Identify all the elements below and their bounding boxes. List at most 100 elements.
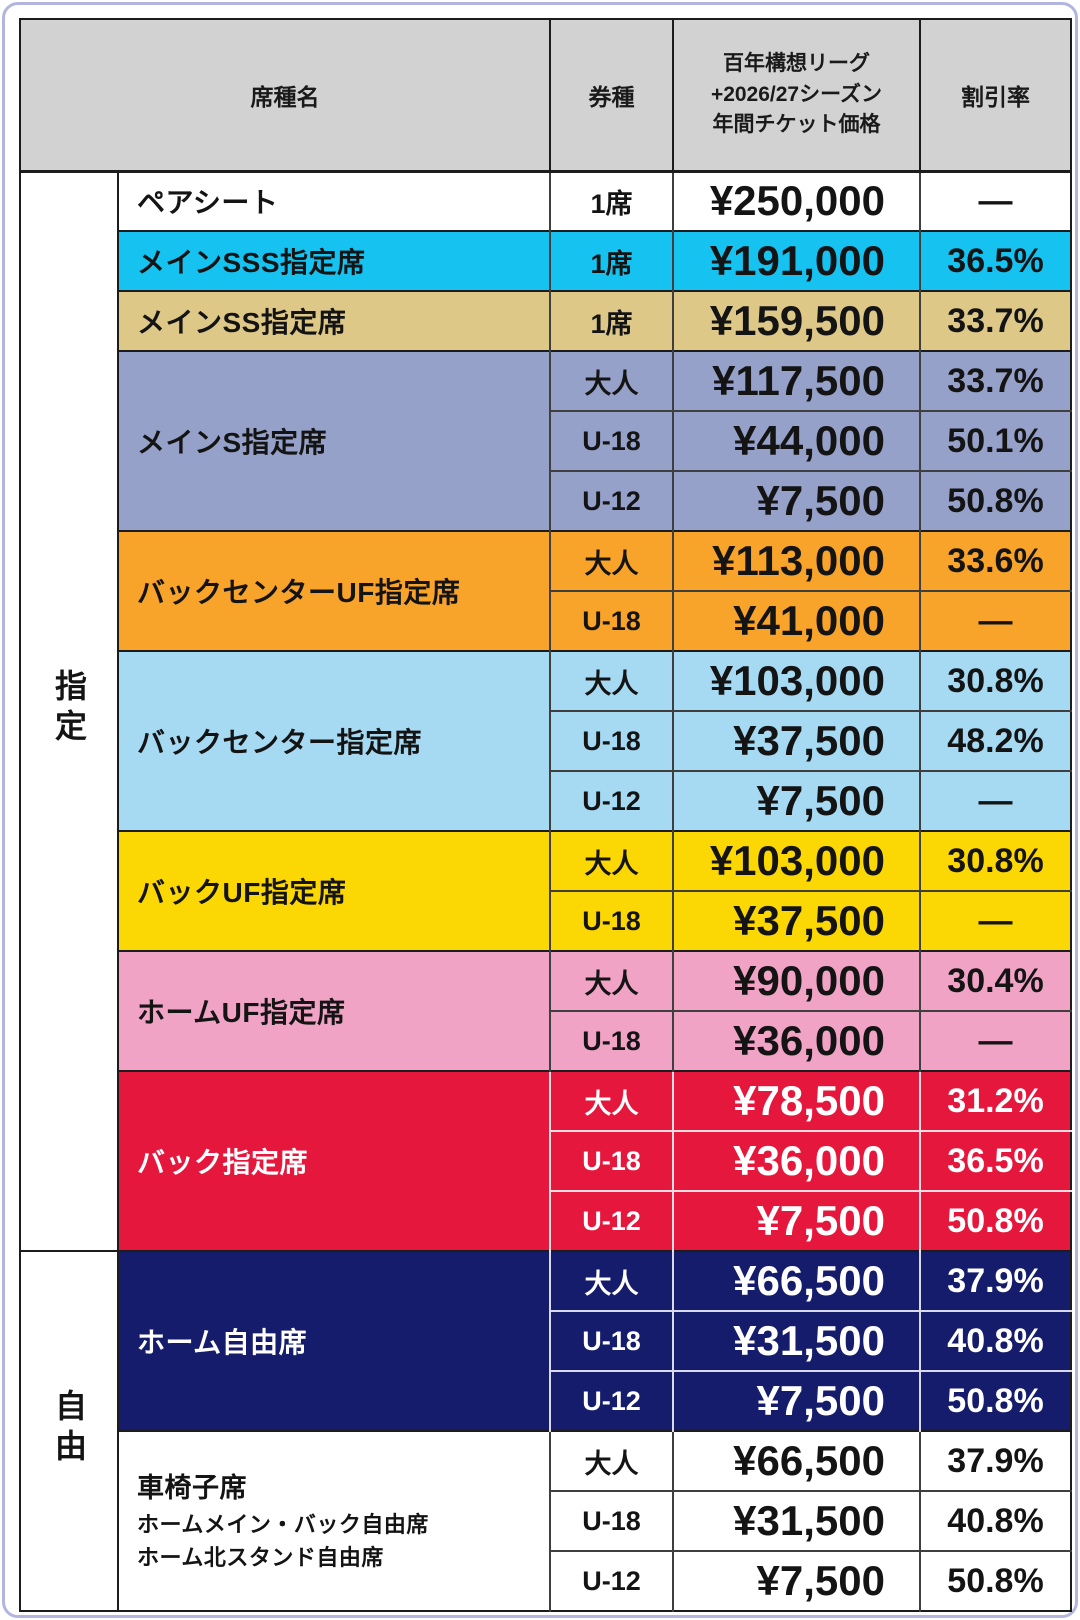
discount-rate: — <box>919 590 1071 651</box>
price: ¥113,000 <box>672 530 920 591</box>
header-ticket-type: 券種 <box>549 18 674 173</box>
table-row: U-18 ¥36,000 — <box>20 1010 1071 1071</box>
ticket-type: U-18 <box>549 1010 673 1071</box>
price: ¥41,000 <box>672 590 920 651</box>
table-row: U-18 ¥31,500 40.8% <box>20 1310 1071 1371</box>
table-row: 自由 ホーム自由席 大人 ¥66,500 37.9% <box>20 1250 1071 1611</box>
table-row: メインS指定席 大人 ¥117,500 33.7% <box>20 350 1071 531</box>
price: ¥159,500 <box>672 290 920 351</box>
seat-name: バックセンター指定席 <box>117 650 550 831</box>
table-row: U-18 ¥37,500 48.2% <box>20 710 1071 771</box>
seat-name: メインSS指定席 <box>117 290 550 351</box>
table-body: 指定 ペアシート 1席 ¥250,000 — メインSSS指定席 1席 ¥191… <box>20 170 1071 1611</box>
header-row: 席種名 券種 百年構想リーグ +2026/27シーズン 年間チケット価格 割引率 <box>19 18 1072 173</box>
price: ¥31,500 <box>672 1310 920 1371</box>
discount-rate: 30.8% <box>919 650 1071 711</box>
header-price: 百年構想リーグ +2026/27シーズン 年間チケット価格 <box>672 18 921 173</box>
table-row: U-18 ¥44,000 50.1% <box>20 410 1071 471</box>
discount-rate: — <box>919 770 1071 831</box>
price: ¥66,500 <box>672 1250 920 1311</box>
discount-rate: 37.9% <box>919 1250 1071 1311</box>
section-label-reserved: 指定 <box>20 170 118 1251</box>
seat-name-line3: ホーム北スタンド自由席 <box>137 1545 384 1571</box>
discount-rate: 50.8% <box>919 1370 1071 1431</box>
seat-name: ペアシート <box>117 170 550 231</box>
price: ¥36,000 <box>672 1130 920 1191</box>
ticket-type: 大人 <box>549 1070 673 1131</box>
discount-rate: 37.9% <box>919 1430 1071 1491</box>
table-row: バックセンターUF指定席 大人 ¥113,000 33.6% <box>20 530 1071 651</box>
ticket-type: 大人 <box>549 530 673 591</box>
price: ¥103,000 <box>672 830 920 891</box>
discount-rate: 33.6% <box>919 530 1071 591</box>
table-row: U-18 ¥37,500 — <box>20 890 1071 951</box>
discount-rate: 33.7% <box>919 350 1071 411</box>
price: ¥103,000 <box>672 650 920 711</box>
discount-rate: 50.8% <box>919 1190 1071 1251</box>
table-row: U-12 ¥7,500 50.8% <box>20 1550 1071 1611</box>
table-row: U-12 ¥7,500 50.8% <box>20 1370 1071 1431</box>
table-row: U-12 ¥7,500 50.8% <box>20 470 1071 531</box>
section-label-reserved-text: 指定 <box>51 668 87 749</box>
table-row: U-18 ¥41,000 — <box>20 590 1071 651</box>
table-row: メインSSS指定席 1席 ¥191,000 36.5% <box>20 230 1071 291</box>
seat-name-line1: 車椅子席 <box>137 1472 247 1503</box>
seat-name: ホームUF指定席 <box>117 950 550 1071</box>
discount-rate: 30.8% <box>919 830 1071 891</box>
discount-rate: 30.4% <box>919 950 1071 1011</box>
ticket-type: 1席 <box>549 290 673 351</box>
table-row: U-18 ¥36,000 36.5% <box>20 1130 1071 1191</box>
ticket-type: U-18 <box>549 1490 673 1551</box>
price: ¥7,500 <box>672 1550 920 1611</box>
price: ¥7,500 <box>672 770 920 831</box>
seat-name: メインSSS指定席 <box>117 230 550 291</box>
table-row: バックセンター指定席 大人 ¥103,000 30.8% <box>20 650 1071 831</box>
table-row: 車椅子席 ホームメイン・バック自由席 ホーム北スタンド自由席 大人 ¥66,50… <box>20 1430 1071 1611</box>
discount-rate: 40.8% <box>919 1310 1071 1371</box>
ticket-type: 大人 <box>549 950 673 1011</box>
price: ¥37,500 <box>672 890 920 951</box>
discount-rate: 50.8% <box>919 470 1071 531</box>
ticket-type: U-12 <box>549 1550 673 1611</box>
discount-rate: 50.1% <box>919 410 1071 471</box>
seat-name: 車椅子席 ホームメイン・バック自由席 ホーム北スタンド自由席 <box>117 1430 550 1611</box>
price: ¥191,000 <box>672 230 920 291</box>
table-row: ホームUF指定席 大人 ¥90,000 30.4% <box>20 950 1071 1071</box>
discount-rate: — <box>919 1010 1071 1071</box>
discount-rate: 40.8% <box>919 1490 1071 1551</box>
price: ¥36,000 <box>672 1010 920 1071</box>
ticket-type: U-18 <box>549 890 673 951</box>
table-header: 席種名 券種 百年構想リーグ +2026/27シーズン 年間チケット価格 割引率 <box>19 18 1072 173</box>
discount-rate: 50.8% <box>919 1550 1071 1611</box>
header-price-line2: +2026/27シーズン <box>710 82 883 106</box>
ticket-type: 1席 <box>549 170 673 231</box>
seat-name: メインS指定席 <box>117 350 550 531</box>
price: ¥7,500 <box>672 1370 920 1431</box>
table-row: バックUF指定席 大人 ¥103,000 30.8% <box>20 830 1071 951</box>
ticket-type: U-18 <box>549 710 673 771</box>
table-row: U-12 ¥7,500 — <box>20 770 1071 831</box>
price: ¥66,500 <box>672 1430 920 1491</box>
season-ticket-price-table: 席種名 券種 百年構想リーグ +2026/27シーズン 年間チケット価格 割引率… <box>19 18 1072 1612</box>
ticket-type: U-18 <box>549 1310 673 1371</box>
ticket-type: U-12 <box>549 1370 673 1431</box>
discount-rate: — <box>919 890 1071 951</box>
ticket-type: U-12 <box>549 470 673 531</box>
ticket-type: 大人 <box>549 650 673 711</box>
ticket-type: 大人 <box>549 1430 673 1491</box>
seat-name: バック指定席 <box>117 1070 550 1251</box>
table-row: メインSS指定席 1席 ¥159,500 33.7% <box>20 290 1071 351</box>
price: ¥250,000 <box>672 170 920 231</box>
price: ¥117,500 <box>672 350 920 411</box>
ticket-type: 大人 <box>549 830 673 891</box>
discount-rate: 48.2% <box>919 710 1071 771</box>
ticket-type: U-18 <box>549 1130 673 1191</box>
seat-name: バックセンターUF指定席 <box>117 530 550 651</box>
discount-rate: 36.5% <box>919 230 1071 291</box>
discount-rate: 33.7% <box>919 290 1071 351</box>
price: ¥7,500 <box>672 470 920 531</box>
seat-name-line2: ホームメイン・バック自由席 <box>137 1512 429 1538</box>
ticket-type: U-18 <box>549 590 673 651</box>
table-row: 指定 ペアシート 1席 ¥250,000 — <box>20 170 1071 1251</box>
